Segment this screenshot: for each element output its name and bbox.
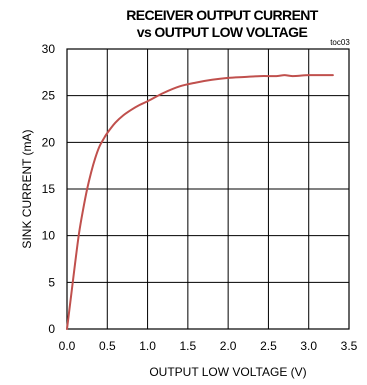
y-tick-labels: 0 5 10 15 20 25 30 (42, 42, 56, 336)
x-tick-label: 2.5 (260, 339, 277, 353)
y-tick-label: 10 (42, 229, 56, 243)
x-tick-label: 1.0 (139, 339, 156, 353)
y-tick-label: 30 (42, 42, 56, 56)
chart-title-line-2: vs OUTPUT LOW VOLTAGE (137, 24, 308, 40)
x-tick-label: 0.5 (99, 339, 116, 353)
x-axis-label: OUTPUT LOW VOLTAGE (V) (149, 365, 306, 379)
x-tick-label: 1.5 (180, 339, 197, 353)
x-tick-labels: 0.0 0.5 1.0 1.5 2.0 2.5 3.0 3.5 (59, 339, 358, 353)
x-tick-label: 3.5 (341, 339, 358, 353)
grid (67, 49, 349, 329)
y-tick-label: 0 (48, 322, 55, 336)
chart-title-line-1: RECEIVER OUTPUT CURRENT (126, 7, 319, 23)
y-axis-label: SINK CURRENT (mA) (20, 129, 34, 248)
plot-frame (66, 48, 350, 330)
y-tick-label: 5 (48, 275, 55, 289)
x-tick-label: 3.0 (300, 339, 317, 353)
x-tick-label: 2.0 (220, 339, 237, 353)
y-tick-label: 15 (42, 182, 56, 196)
y-tick-label: 25 (42, 89, 56, 103)
chart-tag: toc03 (330, 38, 350, 47)
series-line (66, 74, 334, 330)
x-tick-label: 0.0 (59, 339, 76, 353)
y-tick-label: 20 (42, 135, 56, 149)
